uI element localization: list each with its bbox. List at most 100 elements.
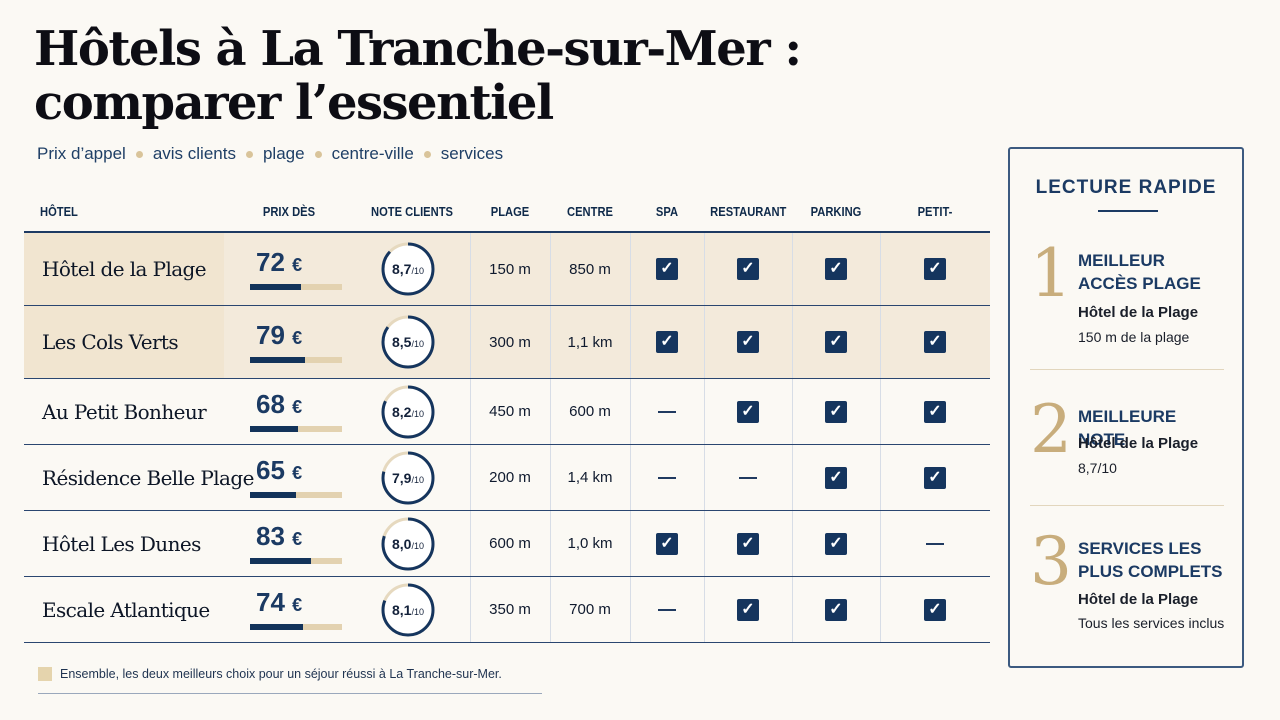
currency: € [292, 595, 303, 615]
hotel-name: Escale Atlantique [42, 597, 210, 622]
check-icon: ✓ [825, 258, 847, 280]
panel-item-heading: MEILLEURE NOTE [1078, 407, 1177, 449]
beach-distance: 450 m [489, 403, 531, 420]
check-icon: ✓ [825, 400, 847, 423]
price-value: 79 [256, 319, 285, 350]
column-divider [880, 577, 881, 642]
price-bar-fill [250, 492, 296, 498]
rating-ring-graphic [381, 451, 435, 504]
parking-cell: ✓ [792, 577, 880, 642]
column-divider [630, 379, 631, 444]
rating-ring-fill [381, 517, 435, 570]
column-header: PETIT-DÉJEUNER [905, 204, 966, 247]
price-amount: 79 € [256, 322, 302, 351]
panel-item-number: 1 [1030, 235, 1072, 312]
price-bar-fill [250, 283, 301, 290]
restaurant-cell: ✓ [704, 511, 792, 576]
check-icon: ✓ [825, 331, 847, 353]
table-row: Au Petit Bonheur 68 € 8,2/10 450 m 600 m ✓… [24, 379, 990, 445]
panel-divider [1030, 505, 1224, 506]
centre-distance: 600 m [569, 403, 611, 420]
column-divider [704, 233, 705, 305]
restaurant-cell: ✓ [704, 306, 792, 378]
panel-item-number: 2 [1030, 391, 1072, 468]
centre-distance: 1,4 km [567, 469, 613, 486]
rating-ring-fill [381, 315, 435, 369]
legend: Ensemble, les deux meilleurs choix pour … [38, 667, 502, 681]
price-cell: 79 € [250, 306, 342, 378]
check-icon: ✓ [737, 598, 759, 621]
rating-suffix: /10 [411, 606, 424, 617]
column-divider [880, 511, 881, 576]
breakfast-cell: ✓ [880, 306, 990, 378]
rating-ring-graphic [381, 583, 435, 636]
title-line-1: Hôtels à La Tranche-sur-Mer : [34, 21, 802, 77]
check-icon: ✓ [737, 331, 759, 353]
rating-value: 8,1 [392, 601, 412, 618]
price-cell: 68 € [250, 379, 342, 444]
rating-ring: 8,0/10 [380, 516, 436, 572]
table-row: Les Cols Verts 79 € 8,5/10 300 m 1,1 km ✓ ✓… [24, 306, 990, 379]
table-row: Escale Atlantique 74 € 8,1/10 350 m 700 m… [24, 577, 990, 643]
spa-cell: ✓ [630, 306, 704, 378]
currency: € [292, 529, 303, 549]
panel-item-number: 3 [1030, 523, 1072, 600]
price-amount: 83 € [256, 523, 302, 552]
rating-value: 8,7 [392, 261, 412, 277]
price-bar-fill [250, 624, 304, 630]
beach-distance: 350 m [489, 601, 531, 618]
rating-ring: 8,1/10 [380, 582, 436, 638]
price-amount: 65 € [256, 457, 302, 486]
check-icon: ✓ [924, 331, 946, 353]
table-header: HÔTEL PRIX DÈS NOTE CLIENTS PLAGE CENTRE SPA R… [24, 198, 990, 247]
price-value: 72 [256, 246, 285, 277]
rating-label: 8,0/10 [380, 516, 436, 572]
price-cell: 65 € [250, 445, 342, 510]
hotel-name: Les Cols Verts [42, 330, 179, 354]
centre-distance: 1,1 km [567, 333, 613, 351]
column-divider [704, 511, 705, 576]
centre-distance: 1,0 km [567, 535, 613, 552]
subtitle-item: services [440, 144, 504, 163]
breakfast-cell: ✓ [880, 445, 990, 510]
column-divider [704, 445, 705, 510]
column-divider [470, 511, 471, 576]
parking-cell: ✓ [792, 445, 880, 510]
restaurant-cell: ✓ [704, 233, 792, 305]
panel-item-detail: 8,7/10 [1078, 460, 1117, 476]
dash-icon [658, 608, 676, 611]
dot-separator-icon [135, 150, 143, 158]
rating-value: 8,0 [392, 535, 412, 552]
panel-item-hotel: Hôtel de la Plage [1078, 435, 1199, 452]
hotel-comparison-table: Hôtel de la Plage 72 € 8,7/10 150 m 850 m… [24, 231, 990, 643]
restaurant-cell: ✓ [704, 577, 792, 642]
hotel-name: Hôtel de la Plage [42, 257, 207, 281]
column-header: HÔTEL [40, 204, 78, 219]
column-divider [704, 577, 705, 642]
rating-ring: 8,2/10 [380, 384, 436, 440]
note-cell: 8,0/10 [378, 511, 438, 576]
panel-item-hotel: Hôtel de la Plage [1078, 591, 1199, 608]
price-bar [250, 356, 342, 363]
check-icon: ✓ [737, 400, 759, 423]
price-value: 65 [256, 455, 285, 485]
beach-distance: 200 m [489, 469, 531, 486]
dash-icon [739, 476, 757, 479]
column-header: PARKING [810, 204, 862, 219]
check-icon: ✓ [737, 532, 759, 555]
column-divider [880, 445, 881, 510]
column-divider [630, 233, 631, 305]
rating-label: 8,2/10 [380, 384, 436, 440]
column-header: PRIX DÈS [262, 204, 316, 219]
column-divider [550, 379, 551, 444]
panel-title-underline [1098, 210, 1158, 212]
hotel-name: Au Petit Bonheur [42, 399, 207, 424]
page-title: Hôtels à La Tranche-sur-Mer : comparer l… [34, 21, 802, 130]
rating-suffix: /10 [411, 540, 424, 551]
panel-divider [1030, 369, 1224, 370]
rating-ring-graphic [381, 315, 435, 369]
check-icon: ✓ [924, 258, 946, 280]
restaurant-cell [704, 445, 792, 510]
check-icon: ✓ [924, 598, 946, 621]
column-divider [792, 511, 793, 576]
